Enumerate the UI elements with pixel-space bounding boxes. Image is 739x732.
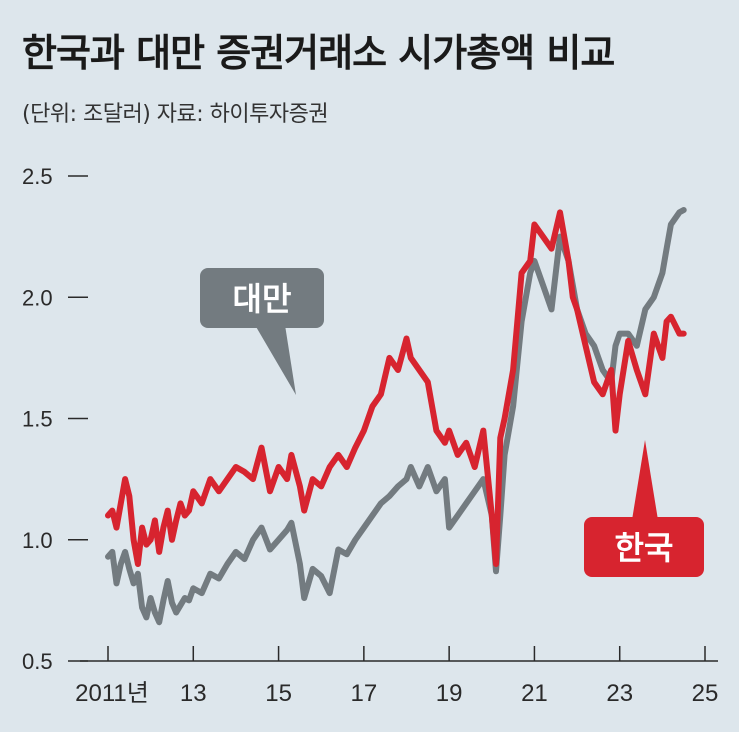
x-tick-label: 25 <box>692 680 719 707</box>
y-tick-label: 2.5 <box>22 164 53 189</box>
x-tick-label: 15 <box>265 680 292 707</box>
series-lines <box>105 207 687 626</box>
x-axis-ticks: 2011년 13 15 17 19 21 23 25 <box>75 646 718 707</box>
annotation-taiwan-label: 대만 <box>233 280 292 318</box>
annotation-korea: 한국 <box>584 440 704 577</box>
annotation-taiwan: 대만 <box>200 268 324 395</box>
x-tick-label: 13 <box>180 680 207 707</box>
y-tick-label: 1.0 <box>22 528 53 553</box>
x-tick-label: 21 <box>521 680 548 707</box>
x-tick-label: 19 <box>436 680 463 707</box>
annotation-korea-label: 한국 <box>615 529 674 567</box>
y-tick-label: 2.0 <box>22 285 53 310</box>
series-line-korea <box>105 209 687 567</box>
x-tick-label: 2011년 <box>75 680 149 707</box>
x-tick-label: 17 <box>351 680 378 707</box>
annotation-korea-pointer <box>632 440 658 520</box>
page-title: 한국과 대만 증권거래소 시가총액 비교 <box>22 31 615 75</box>
annotation-taiwan-box <box>200 268 324 328</box>
y-axis-ticks: 0.5 1.0 1.5 2.0 2.5 <box>22 164 88 674</box>
annotation-taiwan-pointer <box>255 325 296 395</box>
chart-subtitle: (단위: 조달러) 자료: 하이투자증권 <box>22 102 329 127</box>
y-tick-label: 0.5 <box>22 649 53 674</box>
y-tick-label: 1.5 <box>22 407 53 432</box>
x-tick-label: 23 <box>606 680 633 707</box>
annotation-korea-box <box>584 517 704 577</box>
